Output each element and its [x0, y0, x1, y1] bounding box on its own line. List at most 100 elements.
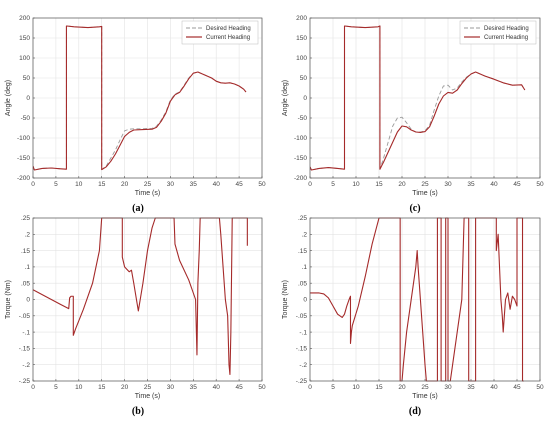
x-tick-label: 0 [308, 384, 312, 391]
y-tick-label: -200 [17, 175, 30, 182]
data-series-line [310, 25, 526, 171]
y-tick-label: .1 [25, 264, 31, 271]
x-tick-label: 10 [75, 181, 83, 188]
panel-label: (d) [409, 406, 421, 417]
x-tick-label: 0 [308, 181, 312, 188]
x-tick-label: 25 [144, 181, 152, 188]
x-tick-label: 15 [375, 181, 383, 188]
x-tick-label: 15 [98, 384, 106, 391]
x-tick-label: 5 [54, 181, 58, 188]
x-tick-label: 35 [190, 384, 198, 391]
x-tick-label: 50 [258, 384, 266, 391]
x-tick-label: 40 [213, 181, 221, 188]
x-tick-label: 20 [121, 181, 129, 188]
chart-panel: 0 5 10 15 20 25 30 35 40 45 50 -.25 -.2 -.15 -.1 -.05 0.… [5, 215, 266, 417]
x-axis-label: Time (s) [412, 190, 437, 197]
x-tick-label: 30 [444, 384, 452, 391]
y-tick-label: -.2 [22, 362, 30, 369]
y-tick-label: -50 [298, 115, 308, 122]
y-tick-label: -200 [294, 175, 307, 182]
y-tick-label: 200 [19, 15, 30, 22]
x-tick-label: 5 [331, 384, 335, 391]
y-tick-label: -.25 [296, 378, 308, 385]
y-tick-label: .2 [302, 232, 308, 239]
x-tick-label: 10 [75, 384, 83, 391]
legend-entry: Desired Heading [484, 26, 529, 32]
y-tick-label: -100 [17, 135, 30, 142]
x-tick-label: 0 [31, 384, 35, 391]
x-tick-label: 35 [467, 384, 475, 391]
x-tick-label: 20 [398, 181, 406, 188]
y-axis-label: Angle (deg) [5, 80, 12, 116]
y-axis-label: Torque (Nm) [5, 280, 12, 319]
y-tick-label: .05 [298, 280, 307, 287]
x-tick-label: 40 [213, 384, 221, 391]
x-tick-label: 5 [331, 181, 335, 188]
x-tick-label: 20 [398, 384, 406, 391]
x-tick-label: 35 [190, 181, 198, 188]
x-tick-label: 20 [121, 384, 129, 391]
y-tick-label: -.25 [19, 378, 31, 385]
y-tick-label: 0 [303, 95, 307, 102]
x-axis-label: Time (s) [135, 393, 160, 400]
y-tick-label: -.1 [22, 329, 30, 336]
x-tick-label: 50 [536, 181, 544, 188]
panel-label: (b) [132, 406, 144, 417]
y-tick-label: 150 [296, 35, 307, 42]
y-tick-label: -150 [17, 155, 30, 162]
y-tick-label: 100 [19, 55, 30, 62]
y-axis-label: Angle (deg) [282, 80, 289, 116]
legend-box [181, 20, 259, 45]
panel-label: (a) [132, 203, 144, 214]
x-tick-label: 25 [144, 384, 152, 391]
y-tick-label: .25 [21, 215, 30, 222]
x-tick-label: 30 [444, 181, 452, 188]
x-tick-label: 30 [167, 181, 175, 188]
y-tick-label: -.15 [19, 346, 31, 353]
y-tick-label: -.1 [299, 329, 307, 336]
y-tick-label: -150 [294, 155, 307, 162]
y-tick-label: 200 [296, 15, 307, 22]
x-axis-label: Time (s) [135, 190, 160, 197]
legend-box [459, 20, 537, 45]
x-tick-label: 40 [490, 181, 498, 188]
x-tick-label: 50 [536, 384, 544, 391]
y-tick-label: 50 [23, 75, 31, 82]
chart-panel: 0 5 10 15 20 25 30 35 40 45 50 -200 -150 -100 -50 0 50 10… [282, 15, 544, 214]
y-tick-label: 0 [26, 297, 30, 304]
x-tick-label: 35 [467, 181, 475, 188]
x-tick-label: 15 [98, 181, 106, 188]
x-tick-label: 45 [513, 384, 521, 391]
x-axis-label: Time (s) [412, 393, 437, 400]
x-tick-label: 25 [421, 384, 429, 391]
x-tick-label: 10 [352, 181, 360, 188]
chart-panel: 0 5 10 15 20 25 30 35 40 45 50 -200 -150 -100 -50 0 50 10… [5, 15, 266, 214]
y-tick-label: .2 [25, 232, 31, 239]
y-tick-label: .05 [21, 280, 30, 287]
y-tick-label: 0 [26, 95, 30, 102]
legend-entry: Current Heading [206, 35, 250, 41]
x-tick-label: 45 [513, 181, 521, 188]
y-tick-label: 50 [300, 75, 308, 82]
y-tick-label: -.05 [19, 313, 31, 320]
x-tick-label: 30 [167, 384, 175, 391]
x-tick-label: 15 [375, 384, 383, 391]
legend-entry: Desired Heading [206, 26, 251, 32]
x-tick-label: 5 [54, 384, 58, 391]
data-series-line [33, 217, 248, 376]
x-tick-label: 50 [258, 181, 266, 188]
chart-panel: 0 5 10 15 20 25 30 35 40 45 50 -.25 -.2 -.15 -.1 -.05 0.… [282, 215, 544, 417]
x-tick-label: 25 [421, 181, 429, 188]
panel-label: (c) [409, 203, 420, 214]
data-series-line [33, 25, 247, 171]
y-axis-label: Torque (Nm) [282, 280, 289, 319]
y-tick-label: .15 [298, 248, 307, 255]
x-tick-label: 40 [490, 384, 498, 391]
x-tick-label: 10 [352, 384, 360, 391]
legend-entry: Current Heading [484, 35, 528, 41]
y-tick-label: .15 [21, 248, 30, 255]
y-tick-label: .1 [302, 264, 308, 271]
y-tick-label: -100 [294, 135, 307, 142]
y-tick-label: 0 [303, 297, 307, 304]
